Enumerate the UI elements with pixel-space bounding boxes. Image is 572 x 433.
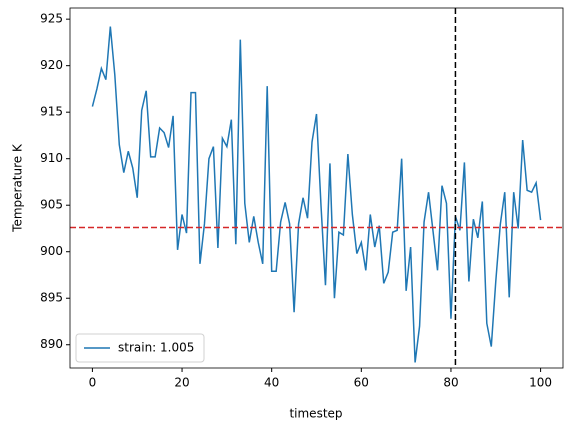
legend-box bbox=[75, 333, 205, 363]
data-line bbox=[91, 26, 542, 363]
y-tick-label: 920 bbox=[40, 58, 63, 72]
y-tick-label: 900 bbox=[40, 244, 63, 258]
x-tick-label: 40 bbox=[264, 376, 279, 390]
y-tick-label: 915 bbox=[40, 105, 63, 119]
x-tick-label: 0 bbox=[89, 376, 97, 390]
y-tick-label: 895 bbox=[40, 291, 63, 305]
y-tick-label: 925 bbox=[40, 12, 63, 26]
x-axis-label: timestep bbox=[289, 407, 342, 421]
x-tick-label: 100 bbox=[529, 376, 552, 390]
x-tick-label: 20 bbox=[174, 376, 189, 390]
plot-frame bbox=[69, 7, 564, 369]
y-axis-label: Temperature K bbox=[11, 143, 25, 233]
x-tick-label: 60 bbox=[354, 376, 369, 390]
legend-label: strain: 1.005 bbox=[118, 341, 194, 355]
y-tick-label: 905 bbox=[40, 198, 63, 212]
y-tick-label: 910 bbox=[40, 151, 63, 165]
y-tick-label: 890 bbox=[40, 337, 63, 351]
x-tick-label: 80 bbox=[443, 376, 458, 390]
